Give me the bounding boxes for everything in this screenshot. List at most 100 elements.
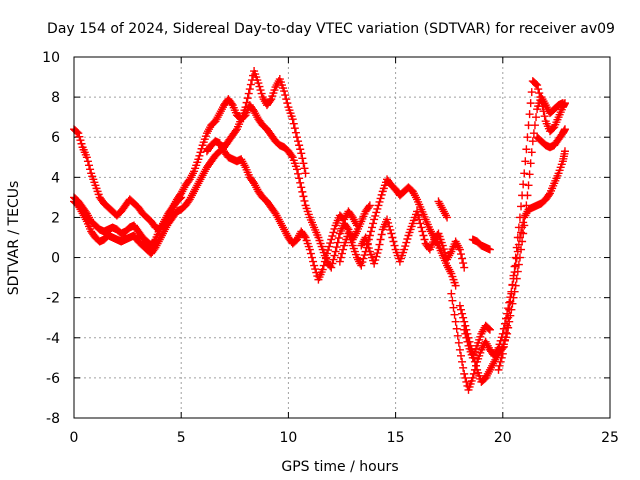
data-trail-marker bbox=[456, 305, 465, 314]
data-trail-marker bbox=[450, 310, 459, 319]
data-trail-marker bbox=[439, 245, 448, 254]
data-trail-marker bbox=[385, 222, 394, 231]
chart-title: Day 154 of 2024, Sidereal Day-to-day VTE… bbox=[47, 21, 615, 37]
data-point bbox=[455, 345, 464, 354]
data-point bbox=[327, 263, 336, 272]
data-trail-marker bbox=[282, 95, 291, 104]
data-trail-marker bbox=[243, 94, 252, 103]
data-point bbox=[524, 181, 533, 190]
data-trail-marker bbox=[307, 253, 316, 262]
data-layer bbox=[70, 67, 569, 394]
data-trail-marker bbox=[544, 190, 553, 199]
data-trail-marker bbox=[369, 219, 378, 228]
data-trail-marker bbox=[458, 357, 467, 366]
data-trail-marker bbox=[513, 247, 522, 256]
data-trail-marker bbox=[461, 373, 470, 382]
data-trail-marker bbox=[246, 80, 255, 89]
data-trail-marker bbox=[330, 224, 339, 233]
data-point bbox=[280, 87, 289, 96]
data-trail-marker bbox=[448, 296, 457, 305]
data-trail-marker bbox=[295, 141, 304, 150]
data-trail-marker bbox=[521, 157, 530, 166]
data-trail-marker bbox=[452, 324, 461, 333]
plot-frame bbox=[73, 56, 611, 419]
data-trail-marker bbox=[461, 321, 470, 330]
data-trail-marker bbox=[296, 178, 305, 187]
data-trail-marker bbox=[195, 151, 204, 160]
data-trail-marker bbox=[540, 112, 549, 121]
data-point bbox=[443, 213, 452, 222]
data-point bbox=[413, 207, 422, 216]
data-trail-marker bbox=[324, 246, 333, 255]
data-trail-marker bbox=[257, 89, 266, 98]
data-trail-marker bbox=[291, 128, 300, 137]
data-trail-marker bbox=[362, 237, 371, 246]
data-trail-marker bbox=[505, 298, 514, 307]
data-point bbox=[503, 309, 512, 318]
x-tick-label: 10 bbox=[279, 430, 297, 446]
data-trail-marker bbox=[440, 248, 449, 257]
data-trail-marker bbox=[294, 137, 303, 146]
data-trail-marker bbox=[513, 233, 522, 242]
data-trail-marker bbox=[375, 197, 384, 206]
data-trail-marker bbox=[419, 231, 428, 240]
data-trail-marker bbox=[418, 227, 427, 236]
data-point bbox=[537, 97, 546, 106]
series-track-1 bbox=[70, 95, 374, 272]
data-trail-marker bbox=[227, 99, 236, 108]
data-trail-marker bbox=[256, 86, 265, 95]
data-trail-marker bbox=[390, 241, 399, 250]
data-trail-marker bbox=[311, 265, 320, 274]
tick-labels: 0 5 10 15 20 25 -8 -6 -4 -2 0 2 4 6 8 10 bbox=[42, 50, 619, 446]
data-point bbox=[310, 261, 319, 270]
data-point bbox=[460, 369, 469, 378]
data-point bbox=[365, 201, 374, 210]
data-trail-marker bbox=[196, 148, 205, 157]
data-trail-marker bbox=[527, 148, 536, 157]
data-trail-marker bbox=[328, 259, 337, 268]
data-point bbox=[331, 247, 340, 256]
data-point bbox=[327, 235, 336, 244]
data-point bbox=[507, 289, 516, 298]
data-trail-marker bbox=[242, 98, 251, 107]
data-trail-marker bbox=[534, 85, 543, 94]
data-trail-marker bbox=[231, 126, 240, 135]
data-trail-marker bbox=[472, 361, 480, 370]
series-track-4 bbox=[202, 137, 362, 284]
data-point bbox=[322, 249, 331, 258]
data-trail-marker bbox=[388, 233, 397, 242]
data-trail-marker bbox=[371, 256, 380, 265]
data-point bbox=[297, 149, 306, 158]
data-trail-marker bbox=[287, 151, 296, 160]
data-trail-marker bbox=[328, 231, 337, 240]
data-trail-marker bbox=[176, 194, 185, 203]
data-point bbox=[288, 115, 297, 124]
data-trail-marker bbox=[375, 240, 384, 249]
data-point bbox=[254, 79, 263, 88]
data-trail-marker bbox=[496, 357, 505, 366]
data-trail-marker bbox=[150, 237, 159, 246]
data-trail-marker bbox=[283, 99, 292, 108]
data-point bbox=[365, 231, 374, 240]
y-tick-label: 8 bbox=[51, 90, 60, 106]
data-trail-marker bbox=[281, 91, 290, 100]
data-trail-marker bbox=[532, 80, 541, 89]
data-point bbox=[503, 321, 512, 330]
data-trail-marker bbox=[462, 333, 471, 342]
data-trail-marker bbox=[376, 235, 385, 244]
data-trail-marker bbox=[526, 159, 535, 168]
data-trail-marker bbox=[320, 257, 329, 266]
data-trail-marker bbox=[526, 99, 535, 108]
data-point bbox=[451, 281, 460, 290]
data-point bbox=[82, 153, 91, 162]
x-tick-label: 5 bbox=[177, 430, 186, 446]
data-point bbox=[374, 245, 383, 254]
data-trail-marker bbox=[454, 338, 463, 347]
data-point bbox=[460, 263, 469, 272]
data-trail-marker bbox=[500, 335, 509, 344]
data-trail-marker bbox=[458, 254, 467, 263]
data-point bbox=[353, 221, 362, 230]
data-trail-marker bbox=[364, 244, 373, 253]
x-axis-label: GPS time / hours bbox=[281, 459, 398, 475]
data-trail-marker bbox=[77, 139, 86, 148]
